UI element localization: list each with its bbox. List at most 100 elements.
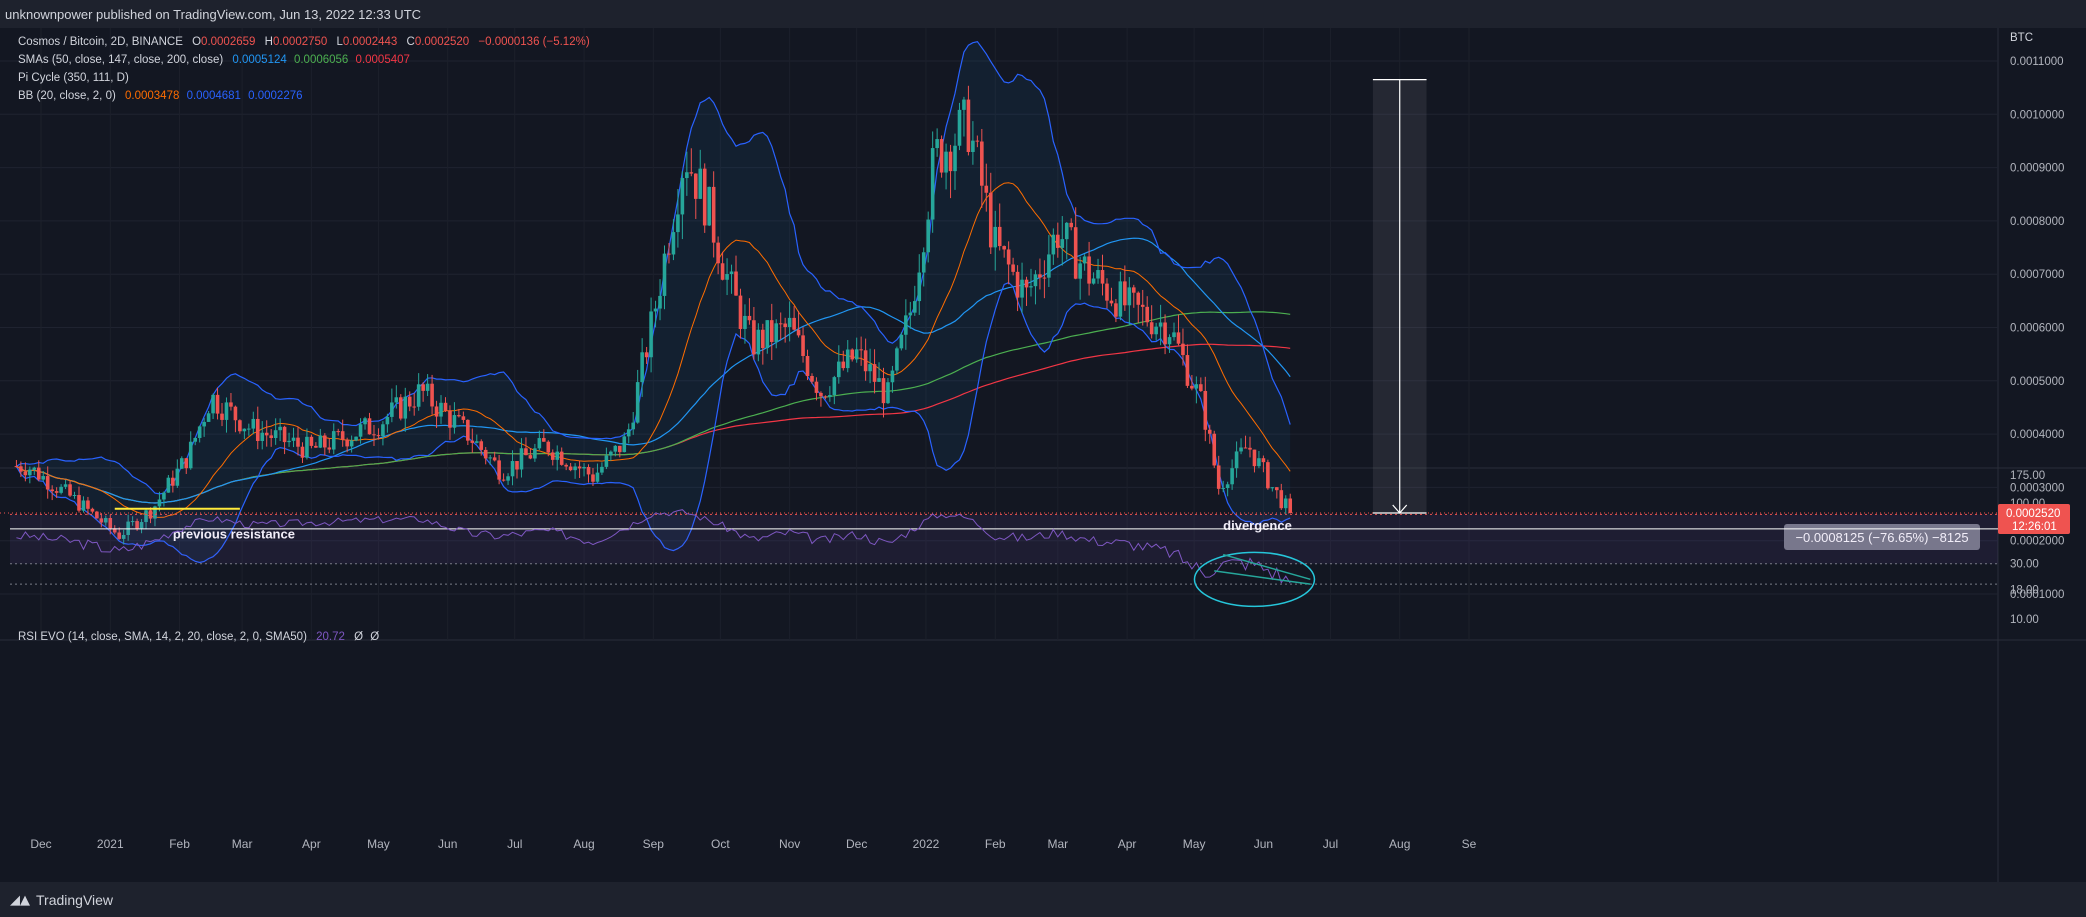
candle-body	[224, 402, 229, 420]
candle-body	[1163, 322, 1167, 345]
time-tick-label: Mar	[1047, 837, 1068, 851]
legend-bb[interactable]: BB (20, close, 2, 0) 0.0003478 0.0004681…	[18, 90, 303, 102]
candle-body	[707, 186, 711, 226]
candle-body	[1230, 468, 1234, 485]
rsi-value-3: Ø	[370, 631, 380, 643]
candle-body	[1047, 254, 1051, 278]
candle-body	[63, 484, 68, 487]
candle-body	[247, 428, 251, 430]
candle-body	[1082, 256, 1087, 264]
candle-body	[948, 151, 953, 172]
candle-body	[895, 348, 899, 371]
candle-body	[381, 424, 385, 437]
close-label: C	[406, 36, 415, 48]
candle-body	[1216, 465, 1221, 489]
publish-info: unknownpower published on TradingView.co…	[5, 7, 422, 22]
price-tick-label: 0.0003000	[2010, 482, 2064, 494]
publish-header: unknownpower published on TradingView.co…	[0, 0, 2086, 28]
tradingview-logo[interactable]: ◢▲ TradingView	[10, 892, 113, 908]
candle-body	[761, 329, 765, 349]
candle-body	[519, 448, 524, 470]
candle-body	[1033, 274, 1038, 287]
legend-main[interactable]: Cosmos / Bitcoin, 2D, BINANCE O0.0002659…	[18, 36, 590, 48]
candle-body	[832, 377, 837, 396]
candle-body	[457, 415, 461, 417]
candle-body	[921, 252, 926, 273]
candle-body	[962, 99, 966, 110]
candle-body	[899, 334, 904, 349]
candle-body	[1118, 281, 1123, 317]
candle-body	[202, 421, 206, 427]
countdown-label: 12:26:01	[2012, 521, 2057, 533]
candle-body	[966, 99, 971, 152]
candle-body	[658, 295, 662, 309]
time-tick-label: Aug	[573, 837, 594, 851]
candle-body	[1234, 451, 1239, 469]
candle-body	[1203, 390, 1208, 430]
candle-body	[1140, 304, 1145, 307]
candle-body	[814, 381, 819, 393]
candle-body	[756, 329, 761, 355]
candle-body	[470, 440, 475, 443]
candle-body	[640, 352, 644, 383]
candle-body	[264, 432, 269, 436]
candle-body	[90, 508, 95, 512]
candle-body	[613, 445, 618, 452]
candle-body	[609, 451, 613, 456]
time-tick-label: Mar	[232, 837, 253, 851]
candle-body	[622, 436, 627, 453]
legend-pi-cycle[interactable]: Pi Cycle (350, 111, D)	[18, 72, 129, 84]
candle-body	[206, 413, 211, 422]
candle-body	[1064, 222, 1069, 240]
candle-body	[1243, 447, 1248, 449]
candle-body	[104, 518, 108, 523]
price-tick-label: 0.0010000	[2010, 109, 2064, 121]
price-tick-label: 0.0002000	[2010, 536, 2064, 548]
candle-body	[890, 370, 895, 383]
candle-body	[117, 532, 122, 539]
candle-body	[792, 317, 796, 330]
legend-sma[interactable]: SMAs (50, close, 147, close, 200, close)…	[18, 54, 410, 66]
low-value: 0.0002443	[342, 36, 398, 48]
bb-basis-value: 0.0003478	[125, 90, 180, 102]
legend-rsi[interactable]: RSI EVO (14, close, SMA, 14, 2, 20, clos…	[18, 631, 379, 643]
candle-body	[1252, 449, 1257, 467]
candle-body	[1185, 355, 1190, 386]
time-tick-label: Jul	[1323, 837, 1338, 851]
change-value: −0.0000136 (−5.12%)	[478, 36, 590, 48]
open-value: 0.0002659	[201, 36, 256, 48]
candle-body	[1038, 274, 1042, 278]
candle-body	[510, 461, 515, 477]
candle-body	[309, 436, 314, 446]
rsi-line	[16, 509, 1291, 584]
candle-body	[1006, 249, 1011, 265]
candle-body	[323, 435, 327, 448]
measure-label: −0.0008125 (−76.65%) −8125	[1795, 530, 1968, 545]
candle-body	[407, 396, 412, 407]
rsi-value: 20.72	[316, 631, 345, 643]
candle-body	[1207, 429, 1212, 434]
price-axis-unit: BTC	[2010, 32, 2033, 44]
candle-body	[912, 301, 917, 313]
candle-body	[394, 397, 399, 403]
candle-body	[778, 323, 783, 325]
candle-body	[1239, 447, 1243, 452]
candle-body	[282, 426, 287, 443]
low-label: L	[336, 36, 343, 48]
price-chart[interactable]: previous resistancedivergence−0.0008125 …	[0, 28, 2086, 882]
candle-body	[425, 383, 430, 391]
candle-body	[108, 518, 113, 529]
candle-body	[747, 315, 752, 321]
price-tick-label: 0.0011000	[2010, 56, 2064, 68]
candle-body	[112, 528, 117, 533]
candle-body	[1145, 306, 1149, 323]
candle-body	[533, 448, 537, 459]
candle-body	[863, 350, 868, 372]
candle-body	[390, 402, 394, 417]
time-tick-label: Nov	[779, 837, 800, 851]
candle-body	[483, 449, 488, 459]
candle-body	[421, 384, 425, 391]
rsi-tick-label: 30.00	[2010, 559, 2039, 571]
candle-body	[1042, 277, 1047, 279]
candle-body	[197, 426, 202, 438]
